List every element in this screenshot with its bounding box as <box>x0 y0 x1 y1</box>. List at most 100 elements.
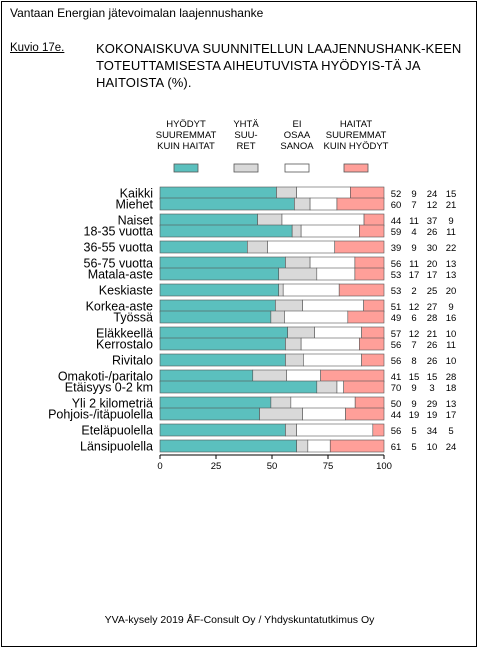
legend-label: SANOA <box>280 141 314 152</box>
data-value-label: 20 <box>446 286 457 297</box>
bar-segment <box>309 197 338 211</box>
row-label: Etäisyys 0-2 km <box>65 381 153 395</box>
bar-segment <box>159 299 276 313</box>
data-value-label: 51 <box>391 302 402 313</box>
data-value-label: 15 <box>409 372 420 383</box>
row-label: Matala-aste <box>88 268 153 282</box>
bar-segment <box>291 224 302 238</box>
row-label: Kerrostalo <box>96 338 153 352</box>
bar-segment <box>286 369 321 383</box>
legend-label: OSAA <box>284 130 311 141</box>
bar-segment <box>354 256 385 270</box>
data-value-label: 15 <box>446 189 457 200</box>
bar-segment <box>159 380 318 394</box>
data-value-label: 26 <box>427 356 438 367</box>
bar-segment <box>302 299 364 313</box>
data-value-label: 16 <box>446 313 457 324</box>
bar-segment <box>296 439 309 453</box>
bar-segment <box>363 299 385 313</box>
data-value-label: 44 <box>391 410 402 421</box>
data-value-label: 44 <box>391 216 402 227</box>
bar-segment <box>347 310 385 324</box>
row-label: Työssä <box>113 311 153 325</box>
bar-segment <box>316 267 356 281</box>
legend-label: RET <box>237 141 256 152</box>
bar-segment <box>278 283 284 297</box>
legend-swatch <box>343 163 369 173</box>
bar-segment <box>275 299 303 313</box>
bar-segment <box>307 439 331 453</box>
data-value-label: 10 <box>427 442 438 453</box>
bar-segment <box>270 310 285 324</box>
bar-segment <box>159 396 272 410</box>
data-value-label: 19 <box>427 410 438 421</box>
bar-segment <box>257 213 283 227</box>
page-header-title: Vantaan Energian jätevoimalan laajennush… <box>10 6 264 20</box>
bar-segment <box>281 213 365 227</box>
bar-segment <box>259 407 303 421</box>
data-value-label: 17 <box>446 410 457 421</box>
data-value-label: 10 <box>446 356 457 367</box>
bar-segment <box>334 240 385 254</box>
bar-segment <box>159 353 286 367</box>
bar-segment <box>314 326 362 340</box>
data-value-label: 12 <box>409 302 420 313</box>
bar-segment <box>354 396 385 410</box>
data-value-label: 9 <box>411 399 416 410</box>
data-value-label: 7 <box>411 200 416 211</box>
bar-segment <box>363 213 385 227</box>
data-value-label: 20 <box>427 259 438 270</box>
x-tick-label: 25 <box>211 461 222 472</box>
bar-segment <box>320 369 385 383</box>
row-label: Naiset <box>118 214 154 228</box>
bar-segment <box>302 407 346 421</box>
bar-segment <box>159 283 280 297</box>
bar-segment <box>287 326 315 340</box>
data-value-label: 24 <box>427 189 438 200</box>
bar-segment <box>159 439 297 453</box>
data-value-label: 3 <box>429 383 434 394</box>
bar-segment <box>285 256 311 270</box>
bar-segment <box>336 197 385 211</box>
data-value-label: 11 <box>409 259 419 270</box>
data-value-label: 6 <box>411 313 416 324</box>
data-value-label: 41 <box>391 372 402 383</box>
source-footnote: YVA-kysely 2019 ÅF-Consult Oy / Yhdyskun… <box>104 614 375 626</box>
data-value-label: 11 <box>446 340 456 351</box>
row-label: 36-55 vuotta <box>84 241 154 255</box>
data-value-label: 5 <box>411 426 416 437</box>
bar-segment <box>159 369 254 383</box>
row-label: Miehet <box>115 198 153 212</box>
bar-segment <box>278 267 318 281</box>
data-value-label: 56 <box>391 340 402 351</box>
data-value-label: 57 <box>391 329 402 340</box>
x-tick-label: 0 <box>157 461 162 472</box>
data-value-label: 53 <box>391 286 402 297</box>
bar-segment <box>284 310 349 324</box>
data-value-label: 18 <box>446 383 457 394</box>
row-label: 56-75 vuotta <box>84 257 154 271</box>
data-value-label: 53 <box>391 270 402 281</box>
figure-label: Kuvio 17e. <box>10 42 65 54</box>
bar-segment <box>270 396 292 410</box>
bar-segment <box>159 407 260 421</box>
data-value-label: 13 <box>446 399 457 410</box>
data-value-label: 5 <box>411 442 416 453</box>
legend-label: SUUREMMAT <box>156 130 217 141</box>
row-label: Länsipuolella <box>80 440 153 454</box>
data-value-label: 34 <box>427 426 438 437</box>
legend-swatch <box>233 163 259 173</box>
row-label: Eteläpuolella <box>81 424 153 438</box>
legend-swatch <box>284 163 310 173</box>
data-value-label: 28 <box>427 313 438 324</box>
bar-segment <box>361 326 385 340</box>
bar-segment <box>329 439 385 453</box>
data-value-label: 52 <box>391 189 402 200</box>
bar-segment <box>359 337 385 351</box>
data-value-label: 17 <box>409 270 420 281</box>
bar-segment <box>300 224 360 238</box>
row-label: Eläkkeellä <box>96 327 153 341</box>
bar-segment <box>159 310 272 324</box>
data-value-label: 9 <box>411 189 416 200</box>
row-label: Omakoti-/paritalo <box>58 370 153 384</box>
